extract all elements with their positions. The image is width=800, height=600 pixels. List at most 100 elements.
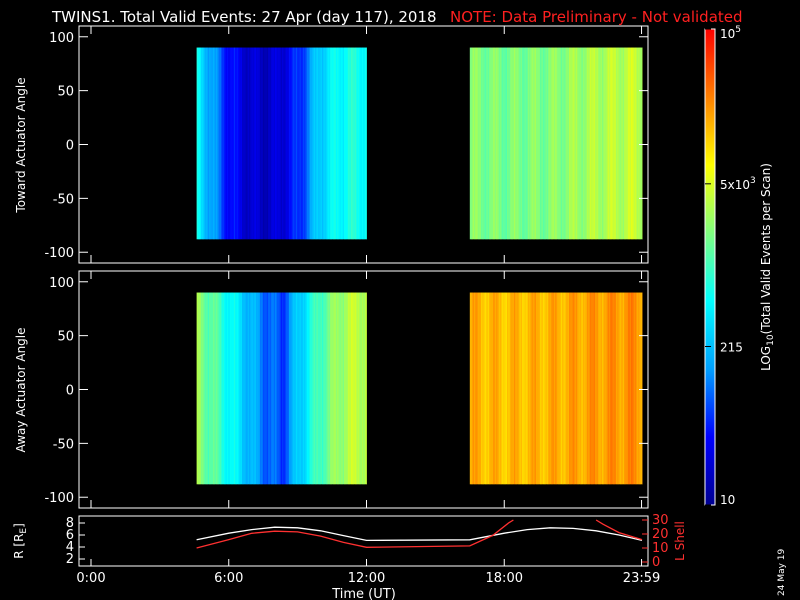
toward-ylabel: Toward Actuator Angle [14,77,28,213]
heatmap-cell [537,47,540,240]
heatmap-cell [573,292,575,485]
heatmap-cell [570,292,573,485]
heatmap-cell [305,47,308,240]
heatmap-cell [584,47,586,240]
heatmap-cell [319,292,321,485]
heatmap-cell [273,47,276,240]
heatmap-cell [332,292,335,485]
heatmap-cell [571,47,574,240]
heatmap-cell [549,47,552,240]
heatmap-cell [559,292,562,485]
heatmap-cell [211,47,214,240]
heatmap-cell [589,47,592,240]
heatmap-cell [538,292,541,485]
heatmap-cell [595,292,597,485]
heatmap-cell [299,292,302,485]
heatmap-cell [218,292,221,485]
heatmap-cell [493,292,496,485]
heatmap-cell [526,47,529,240]
heatmap-cell [254,292,257,485]
heatmap-cell [319,47,321,240]
y-tick-label: -100 [44,246,74,261]
heatmap-cell [566,292,569,485]
heatmap-cell [328,47,331,240]
heatmap-cell [476,47,479,240]
colorbar: 10 215 5x103 105 LOG10(Total Valid Events p… [704,25,776,507]
right-tick-label: 20 [652,527,669,542]
x-tick-label: 18:00 [486,571,523,586]
heatmap-cell [531,292,534,485]
heatmap-cell [471,292,473,485]
heatmap-cell [326,47,328,240]
heatmap-cell [366,292,367,485]
heatmap-cell [552,292,555,485]
heatmap-cell [327,47,330,240]
orbit-series-line [196,519,514,549]
heatmap-cell [360,292,363,485]
heatmap-cell [215,292,218,485]
heatmap-cell [520,47,523,240]
heatmap-cell [327,292,330,485]
heatmap-cell [331,47,334,240]
heatmap-cell [557,292,560,485]
heatmap-cell [473,47,476,240]
heatmap-cell [352,292,355,485]
heatmap-cell [266,292,269,485]
heatmap-cell [341,292,344,485]
heatmap-cell [524,47,527,240]
heatmap-cell [210,292,213,485]
heatmap-cell [619,47,622,240]
heatmap-cell [197,47,200,240]
heatmap-cell [291,292,294,485]
toward-axis-ticks: 100 50 0 -50 -100 [44,26,648,263]
heatmap-cell [251,47,254,240]
heatmap-cell [475,47,478,240]
colorbar-label: LOG10(Total Valid Events per Scan) [759,163,776,371]
heatmap-cell [335,292,338,485]
left-tick-label: 2 [66,552,74,567]
heatmap-cell [345,47,348,240]
heatmap-cell [484,292,487,485]
heatmap-cell [469,292,472,485]
heatmap-cell [595,47,597,240]
heatmap-cell [210,47,213,240]
heatmap-cell [490,47,493,240]
heatmap-cell [244,47,247,240]
heatmap-cell [505,292,508,485]
heatmap-cell [586,47,589,240]
heatmap-cell [304,292,306,485]
heatmap-cell [338,47,341,240]
heatmap-cell [200,292,203,485]
heatmap-cell [284,47,287,240]
heatmap-cell [255,47,258,240]
heatmap-cell [346,47,349,240]
right-tick-label: 30 [652,513,669,528]
away-heatmap [196,292,643,485]
heatmap-cell [629,47,632,240]
heatmap-cell [489,47,491,240]
heatmap-cell [487,47,490,240]
x-tick-label: 6:00 [214,571,243,586]
heatmap-cell [244,292,247,485]
heatmap-cell [321,292,324,485]
heatmap-cell [578,292,581,485]
heatmap-cell [346,292,349,485]
heatmap-cell [493,47,496,240]
heatmap-cell [253,47,255,240]
heatmap-cell [302,292,305,485]
heatmap-cell [513,292,516,485]
heatmap-cell [533,47,535,240]
heatmap-cell [313,47,316,240]
heatmap-cell [350,292,353,485]
heatmap-cell [513,47,516,240]
orbit-lines [196,519,643,549]
heatmap-cell [326,292,328,485]
heatmap-cell [339,292,342,485]
heatmap-cell [215,47,218,240]
heatmap-cell [482,47,484,240]
y-tick-label: 0 [66,384,74,399]
heatmap-cell [221,47,224,240]
heatmap-cell [640,292,643,485]
heatmap-cell [531,47,534,240]
heatmap-cell [574,47,577,240]
